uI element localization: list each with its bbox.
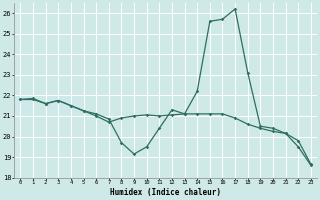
X-axis label: Humidex (Indice chaleur): Humidex (Indice chaleur) <box>110 188 221 197</box>
